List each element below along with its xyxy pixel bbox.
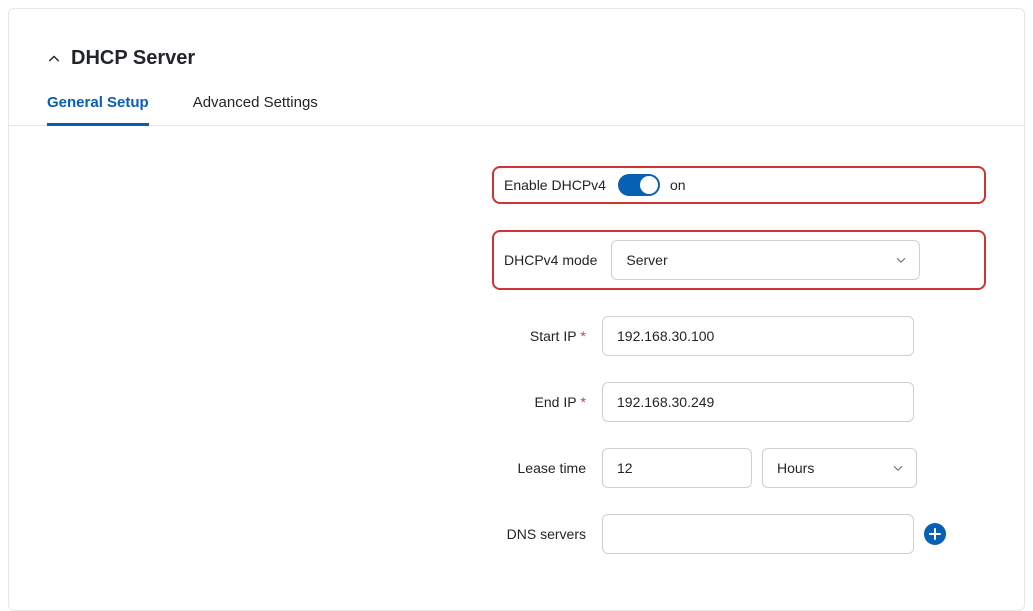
dns-servers-label: DNS servers [47, 526, 602, 542]
required-asterisk: * [581, 328, 586, 344]
enable-dhcpv4-label: Enable DHCPv4 [504, 177, 618, 193]
chevron-down-icon [895, 254, 907, 266]
lease-unit-select[interactable]: Hours [762, 448, 917, 488]
chevron-down-icon [892, 462, 904, 474]
add-dns-button[interactable] [924, 523, 946, 545]
tab-general-setup[interactable]: General Setup [47, 94, 149, 125]
dns-servers-input[interactable] [602, 514, 914, 554]
start-ip-row: Start IP* [47, 316, 986, 356]
enable-dhcpv4-highlight: Enable DHCPv4 on [492, 166, 986, 204]
end-ip-input[interactable] [602, 382, 914, 422]
lease-time-label: Lease time [47, 460, 602, 476]
required-asterisk: * [581, 394, 586, 410]
toggle-knob [640, 176, 658, 194]
panel-title: DHCP Server [71, 47, 195, 70]
enable-dhcpv4-state: on [670, 177, 686, 193]
dhcpv4-mode-value: Server [626, 252, 667, 268]
lease-unit-value: Hours [777, 460, 814, 476]
enable-dhcpv4-toggle[interactable] [618, 174, 660, 196]
lease-time-row: Lease time Hours [47, 448, 986, 488]
dhcpv4-mode-highlight: DHCPv4 mode Server [492, 230, 986, 290]
dhcpv4-mode-select[interactable]: Server [611, 240, 920, 280]
end-ip-label: End IP* [47, 394, 602, 410]
dhcpv4-mode-label: DHCPv4 mode [504, 252, 611, 268]
dns-servers-row: DNS servers [47, 514, 986, 554]
end-ip-row: End IP* [47, 382, 986, 422]
plus-icon [929, 528, 941, 540]
panel-header[interactable]: DHCP Server [9, 9, 1024, 94]
form-area: Enable DHCPv4 on DHCPv4 mode Serve [9, 126, 1024, 610]
tabs: General Setup Advanced Settings [9, 94, 1024, 126]
start-ip-label: Start IP* [47, 328, 602, 344]
tab-advanced-settings[interactable]: Advanced Settings [193, 94, 318, 125]
start-ip-input[interactable] [602, 316, 914, 356]
dhcp-server-panel: DHCP Server General Setup Advanced Setti… [8, 8, 1025, 611]
lease-time-input[interactable] [602, 448, 752, 488]
chevron-up-icon [47, 52, 61, 66]
